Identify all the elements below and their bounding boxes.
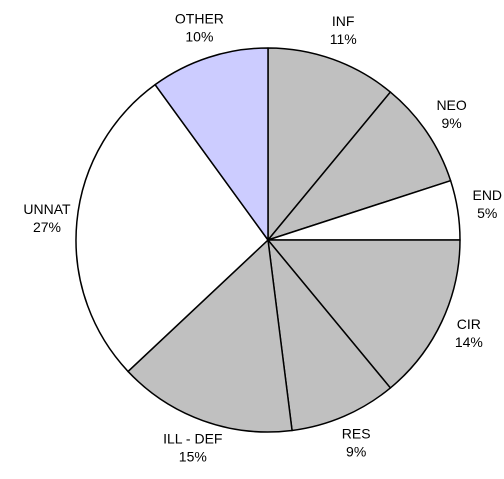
slice-label: NEO: [436, 97, 466, 113]
pie-slice: [267, 239, 461, 389]
pie-slice: [75, 83, 269, 373]
pie-slice: [267, 91, 452, 241]
slice-label: OTHER: [175, 11, 224, 27]
pie-slice: [267, 47, 392, 241]
slice-value-label: 10%: [185, 29, 213, 45]
slice-value-label: 14%: [455, 334, 483, 350]
slice-label: RES: [342, 425, 371, 441]
slice-label: ILL - DEF: [163, 431, 222, 447]
slice-value-label: 9%: [346, 443, 366, 459]
slice-label: END: [472, 187, 502, 203]
slice-value-label: 5%: [477, 205, 497, 221]
slice-label: CIR: [457, 316, 481, 332]
pie-slice: [127, 239, 293, 433]
slice-value-label: 11%: [330, 31, 357, 47]
slice-value-label: 9%: [441, 115, 461, 131]
pie-slice: [154, 47, 269, 241]
slice-value-label: 27%: [33, 219, 61, 235]
slice-label: INF: [332, 13, 355, 29]
slice-value-label: 15%: [179, 449, 207, 465]
pie-slice: [267, 239, 392, 432]
slice-label: UNNAT: [23, 201, 71, 217]
